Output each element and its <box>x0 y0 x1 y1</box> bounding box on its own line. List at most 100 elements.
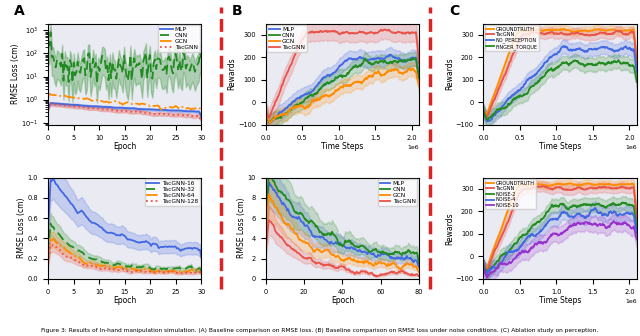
CNN <box>269 178 276 182</box>
MLP <box>291 216 299 220</box>
TacGNN-128 <box>151 270 159 275</box>
TacGNN <box>592 186 600 191</box>
CNN <box>168 68 175 72</box>
GCN <box>373 71 381 75</box>
GCN <box>359 80 367 84</box>
NO_PERCEPTION <box>530 74 538 78</box>
GCN <box>262 111 269 115</box>
Line: NOISE-2: NOISE-2 <box>483 203 637 272</box>
TacGNN <box>499 233 506 237</box>
TacGNN-32 <box>194 267 202 271</box>
TacGNN-32 <box>86 256 94 260</box>
NO_PERCEPTION <box>541 61 548 65</box>
GROUNDTRUTH <box>633 215 640 219</box>
NOISE-10 <box>577 221 584 225</box>
TacGNN <box>262 110 269 114</box>
GCN <box>281 112 289 116</box>
CNN <box>415 261 423 265</box>
CNN <box>359 61 367 66</box>
NOISE-2 <box>577 203 584 207</box>
TacGNN <box>166 113 174 117</box>
X-axis label: Epoch: Epoch <box>113 296 136 305</box>
MLP <box>77 103 85 108</box>
Line: GCN: GCN <box>266 69 419 122</box>
CNN <box>195 60 203 64</box>
Line: GROUNDTRUTH: GROUNDTRUTH <box>483 29 637 114</box>
TacGNN-32 <box>151 267 159 271</box>
CNN <box>373 60 381 64</box>
CNN <box>415 76 423 80</box>
Text: A: A <box>14 4 25 18</box>
NOISE-10 <box>541 240 548 244</box>
Line: MLP: MLP <box>48 103 202 117</box>
MLP <box>272 191 280 195</box>
MLP <box>266 120 273 124</box>
CNN <box>77 64 85 68</box>
MLP <box>131 107 138 111</box>
NOISE-4 <box>530 234 538 238</box>
GROUNDTRUTH <box>591 183 599 187</box>
GCN <box>86 98 94 102</box>
TacGNN-32 <box>77 250 85 254</box>
MLP <box>262 111 269 115</box>
TacGNN-128 <box>77 261 85 265</box>
NOISE-10 <box>591 221 598 225</box>
TacGNN <box>303 257 311 261</box>
GCN <box>312 98 320 102</box>
TacGNN-128 <box>49 243 57 247</box>
TacGNN-64 <box>194 268 202 272</box>
GROUNDTRUTH <box>479 263 487 267</box>
TacGNN-32 <box>198 269 205 273</box>
GCN <box>166 105 174 109</box>
FINGER_TORQUE <box>530 84 538 88</box>
TacGNN <box>77 105 85 109</box>
NOISE-4 <box>499 260 506 264</box>
TacGNN <box>415 61 423 66</box>
Line: TacGNN-128: TacGNN-128 <box>48 245 202 274</box>
GCN <box>194 106 202 110</box>
Line: MLP: MLP <box>266 55 419 122</box>
Line: TacGNN: TacGNN <box>483 186 637 271</box>
GCN <box>403 261 411 265</box>
GROUNDTRUTH <box>592 183 600 187</box>
X-axis label: Time Steps: Time Steps <box>321 142 364 151</box>
TacGNN <box>541 32 548 36</box>
MLP <box>415 76 423 80</box>
MLP <box>198 115 205 119</box>
TacGNN-16 <box>198 255 205 259</box>
Text: C: C <box>450 4 460 18</box>
GCN <box>44 96 52 100</box>
TacGNN-16 <box>86 219 94 223</box>
TacGNN <box>633 216 640 220</box>
GCN <box>272 205 280 209</box>
TacGNN <box>198 119 205 123</box>
FINGER_TORQUE <box>591 63 598 67</box>
NOISE-4 <box>633 231 640 235</box>
Legend: GROUNDTRUTH, TacGNN, NOISE-2, NOISE-4, NOISE-10: GROUNDTRUTH, TacGNN, NOISE-2, NOISE-4, N… <box>485 179 536 209</box>
Legend: MLP, CNN, GCN, TacGNN: MLP, CNN, GCN, TacGNN <box>378 179 417 206</box>
GROUNDTRUTH <box>499 224 506 228</box>
Line: FINGER_TORQUE: FINGER_TORQUE <box>483 60 637 120</box>
CNN <box>403 250 411 254</box>
TacGNN-128 <box>44 261 52 265</box>
CNN <box>44 40 52 44</box>
TacGNN <box>272 229 280 234</box>
Line: GCN: GCN <box>266 194 419 272</box>
Y-axis label: RMSE Loss (cm): RMSE Loss (cm) <box>237 198 246 258</box>
Y-axis label: RMSE Loss (cm): RMSE Loss (cm) <box>11 44 20 104</box>
NO_PERCEPTION <box>479 109 487 113</box>
GCN <box>374 70 381 74</box>
CNN <box>323 81 331 85</box>
GCN <box>77 96 85 100</box>
X-axis label: Epoch: Epoch <box>331 296 354 305</box>
TacGNN <box>483 269 491 273</box>
TacGNN <box>281 76 289 80</box>
TacGNN-32 <box>44 250 52 254</box>
TacGNN-16 <box>44 230 52 235</box>
NOISE-4 <box>541 224 548 228</box>
TacGNN <box>530 31 538 35</box>
GROUNDTRUTH <box>530 182 538 186</box>
Y-axis label: Rewards: Rewards <box>445 212 454 245</box>
MLP <box>47 101 54 105</box>
NOISE-4 <box>591 206 599 210</box>
